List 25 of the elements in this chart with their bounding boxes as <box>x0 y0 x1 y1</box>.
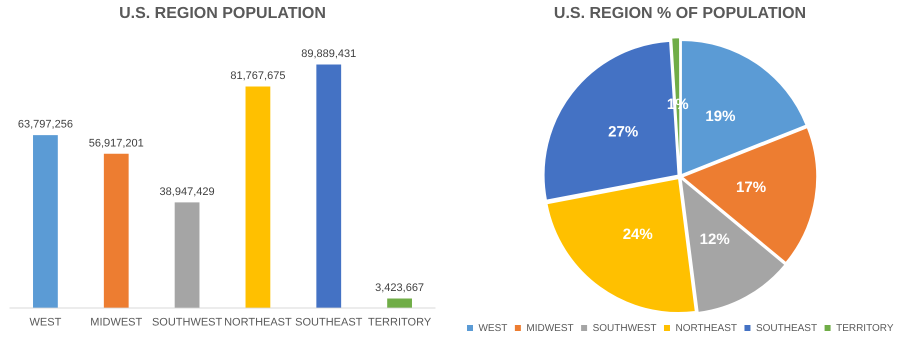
x-tick-label: NORTHEAST <box>224 316 292 328</box>
data-label: 81,767,675 <box>230 70 286 82</box>
x-tick-label: TERRITORY <box>368 316 432 328</box>
data-label: 3,423,667 <box>375 282 424 294</box>
bar <box>104 154 129 308</box>
data-label: 38,947,429 <box>160 186 215 198</box>
x-tick-label: WEST <box>30 316 62 328</box>
bar <box>174 202 200 308</box>
data-label: 27% <box>608 124 638 141</box>
data-label: 17% <box>736 178 766 196</box>
data-label: 63,797,256 <box>18 118 73 131</box>
data-label: 24% <box>622 226 653 243</box>
x-tick-label: SOUTHWEST <box>152 316 222 328</box>
bar <box>33 135 58 308</box>
x-tick-label: MIDWEST <box>90 316 142 328</box>
bar <box>316 64 342 308</box>
bar <box>387 298 412 308</box>
data-label: 56,917,201 <box>88 137 144 150</box>
bar <box>246 86 270 308</box>
data-label: 89,889,431 <box>301 48 356 60</box>
x-tick-label: SOUTHEAST <box>295 316 363 328</box>
data-label: 12% <box>700 230 730 248</box>
chart-title: U.S. REGION % OF POPULATION <box>554 5 806 22</box>
data-label: 19% <box>705 108 736 126</box>
chart-title: U.S. REGION POPULATION <box>119 5 326 22</box>
